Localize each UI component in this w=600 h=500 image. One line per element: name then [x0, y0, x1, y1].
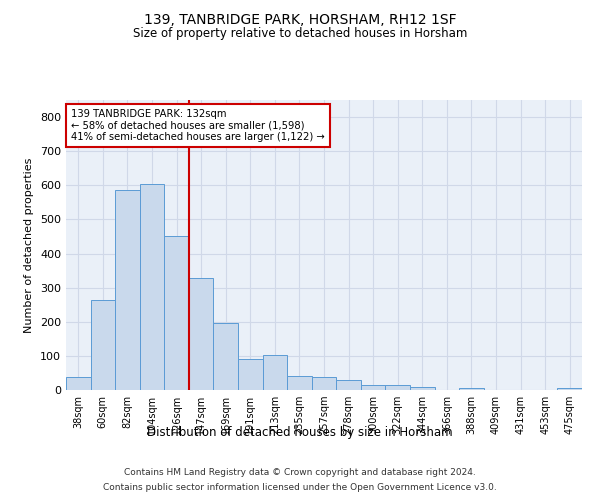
Bar	[238, 360, 263, 390]
Bar	[312, 377, 336, 390]
Bar	[336, 380, 361, 390]
Bar	[66, 377, 91, 390]
Bar	[459, 388, 484, 390]
Text: Distribution of detached houses by size in Horsham: Distribution of detached houses by size …	[147, 426, 453, 439]
Bar	[287, 376, 312, 390]
Bar	[361, 385, 385, 390]
Bar	[263, 355, 287, 390]
Text: Contains public sector information licensed under the Open Government Licence v3: Contains public sector information licen…	[103, 483, 497, 492]
Text: Contains HM Land Registry data © Crown copyright and database right 2024.: Contains HM Land Registry data © Crown c…	[124, 468, 476, 477]
Bar	[91, 300, 115, 390]
Text: Size of property relative to detached houses in Horsham: Size of property relative to detached ho…	[133, 28, 467, 40]
Bar	[385, 385, 410, 390]
Bar	[410, 386, 434, 390]
Y-axis label: Number of detached properties: Number of detached properties	[25, 158, 34, 332]
Bar	[214, 323, 238, 390]
Bar	[140, 184, 164, 390]
Bar	[164, 236, 189, 390]
Bar	[189, 278, 214, 390]
Bar	[557, 388, 582, 390]
Text: 139, TANBRIDGE PARK, HORSHAM, RH12 1SF: 139, TANBRIDGE PARK, HORSHAM, RH12 1SF	[143, 12, 457, 26]
Bar	[115, 190, 140, 390]
Text: 139 TANBRIDGE PARK: 132sqm
← 58% of detached houses are smaller (1,598)
41% of s: 139 TANBRIDGE PARK: 132sqm ← 58% of deta…	[71, 108, 325, 142]
